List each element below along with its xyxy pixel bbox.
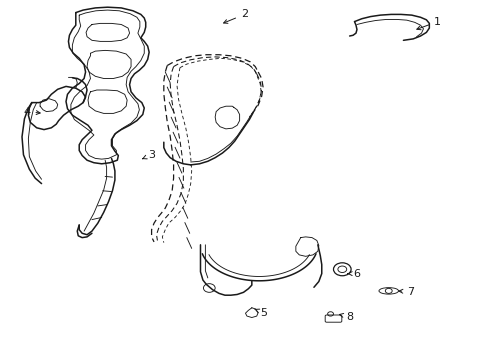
Text: 4: 4 (23, 107, 40, 117)
Text: 8: 8 (339, 312, 352, 322)
Text: 7: 7 (398, 287, 413, 297)
Text: 3: 3 (142, 150, 155, 160)
Text: 5: 5 (255, 308, 267, 318)
Text: 1: 1 (416, 17, 440, 30)
Text: 6: 6 (347, 269, 360, 279)
Text: 2: 2 (223, 9, 247, 23)
